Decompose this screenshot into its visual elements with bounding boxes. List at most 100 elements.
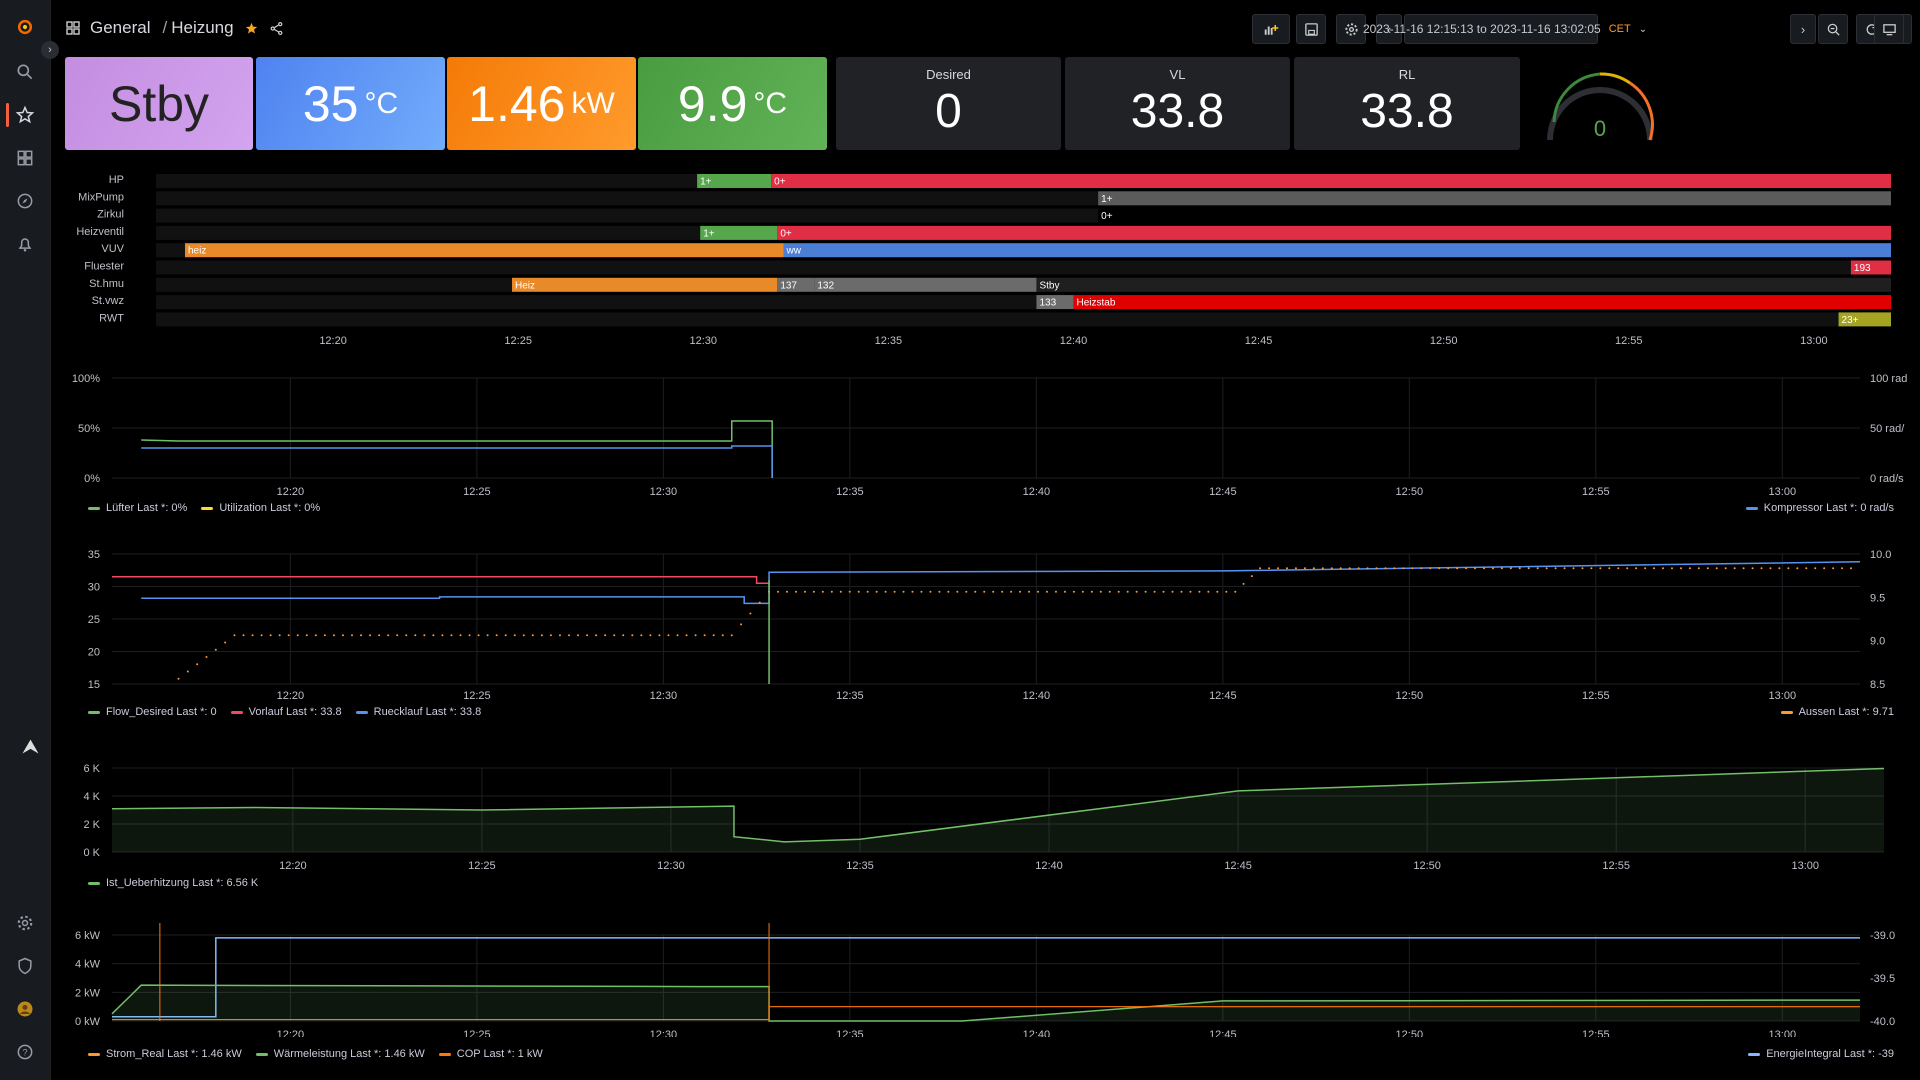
- stat-panel-desired[interactable]: Desired 0: [836, 57, 1061, 150]
- stat-panel-mode[interactable]: Stby: [65, 57, 253, 150]
- aussen-dot: [1635, 567, 1638, 570]
- y-tick-label: 6 kW: [75, 930, 101, 942]
- legend-item[interactable]: Flow_Desired Last *: 0: [88, 706, 217, 718]
- series-line-energieintegral: [112, 937, 1860, 1018]
- stat-panel-rl[interactable]: RL 33.8: [1294, 57, 1520, 150]
- temperature-chart[interactable]: 12:20 12:25 12:30 12:35 12:40 12:45 12:50 12:55…: [52, 536, 1920, 706]
- help-icon[interactable]: ?: [13, 1040, 37, 1064]
- superheat-chart[interactable]: 12:20 12:25 12:30 12:35 12:40 12:45 12:50 12:55…: [52, 752, 1920, 872]
- legend-item[interactable]: EnergieIntegral Last *: -39: [1748, 1048, 1894, 1060]
- legend-item[interactable]: Ruecklauf Last *: 33.8: [355, 706, 481, 718]
- y2-tick-label: 0 rad/s: [1870, 473, 1904, 485]
- legend-item[interactable]: COP Last *: 1 kW: [438, 1048, 543, 1060]
- timeline-segment[interactable]: [1098, 191, 1891, 206]
- timeline-segment[interactable]: [777, 277, 815, 292]
- aussen-dot: [667, 634, 670, 637]
- aussen-dot: [1054, 590, 1057, 593]
- share-icon[interactable]: [269, 21, 284, 36]
- timeline-segment[interactable]: [1036, 277, 1891, 292]
- timeline-segment[interactable]: [700, 225, 778, 240]
- time-range-picker[interactable]: 2023-11-16 12:15:13 to 2023-11-16 13:02:…: [1363, 14, 1647, 44]
- x-tick-label: 12:50: [1396, 486, 1424, 498]
- zoom-out-button[interactable]: [1818, 14, 1848, 44]
- aussen-dot: [1019, 590, 1022, 593]
- legend-item[interactable]: Utilization Last *: 0%: [201, 502, 320, 514]
- breadcrumb-dashboard[interactable]: Heizung: [171, 18, 234, 37]
- timeline-segment[interactable]: [512, 277, 778, 292]
- explore-icon[interactable]: [13, 189, 37, 213]
- aussen-dot: [1411, 567, 1414, 570]
- timeline-segment-label: 193: [1854, 263, 1871, 274]
- legend-item[interactable]: Ist_Ueberhitzung Last *: 6.56 K: [88, 877, 258, 889]
- dashboards-icon[interactable]: [13, 146, 37, 170]
- timeline-segment[interactable]: [1036, 295, 1074, 310]
- aussen-dot: [1250, 575, 1253, 578]
- timeline-segment[interactable]: [1838, 312, 1891, 327]
- aussen-dot: [549, 634, 552, 637]
- grafana-logo-icon[interactable]: [13, 15, 37, 39]
- x-tick-label: 12:35: [846, 860, 874, 872]
- timeline-segment[interactable]: [783, 243, 1891, 258]
- legend-item[interactable]: Lüfter Last *: 0%: [88, 502, 187, 514]
- timeline-segment[interactable]: [1098, 208, 1891, 223]
- time-shift-forward-button[interactable]: ›: [1790, 14, 1816, 44]
- monitor-icon: [1882, 23, 1896, 35]
- stat-panel-power[interactable]: 1.46 kW: [447, 57, 636, 150]
- settings-gear-icon[interactable]: [13, 911, 37, 935]
- aussen-dot: [233, 634, 236, 637]
- y2-tick-label: 8.5: [1870, 679, 1885, 691]
- x-tick-label: 12:35: [836, 486, 864, 498]
- legend-swatch: [255, 1052, 268, 1056]
- timeline-segment[interactable]: [184, 243, 784, 258]
- user-avatar-icon[interactable]: [13, 997, 37, 1021]
- save-dashboard-button[interactable]: [1296, 14, 1326, 44]
- state-timeline-panel[interactable]: HP MixPump Zirkul Heizventil VUV Fluester St.h…: [52, 168, 1920, 348]
- legend-item[interactable]: Aussen Last *: 9.71: [1780, 706, 1894, 718]
- timeline-segment[interactable]: [1073, 295, 1891, 310]
- aussen-dot: [341, 634, 344, 637]
- aussen-dot: [224, 641, 227, 644]
- aussen-dot: [730, 634, 733, 637]
- alerting-bell-icon[interactable]: [13, 232, 37, 256]
- aussen-dot: [351, 634, 354, 637]
- breadcrumb-folder[interactable]: General: [90, 18, 151, 37]
- timeline-segment[interactable]: [814, 277, 1037, 292]
- x-tick-label: 13:00: [1800, 335, 1828, 347]
- add-panel-button[interactable]: [1252, 14, 1290, 44]
- chevron-right-icon: ›: [1800, 21, 1806, 37]
- aussen-dot: [1456, 567, 1459, 570]
- timeline-segment[interactable]: [777, 225, 1891, 240]
- series-line: [141, 420, 773, 478]
- chart-legend-right: EnergieIntegral Last *: -39: [1748, 1048, 1894, 1060]
- timeline-segment[interactable]: [1850, 260, 1891, 275]
- legend-item[interactable]: Wärmeleistung Last *: 1.46 kW: [255, 1048, 425, 1060]
- x-tick-label: 12:45: [1245, 335, 1273, 347]
- time-shift-back-button[interactable]: ‹: [1376, 14, 1402, 44]
- timeline-segment[interactable]: [697, 174, 772, 188]
- stat-panel-temperature[interactable]: 35 °C: [256, 57, 445, 150]
- legend-item[interactable]: Kompressor Last *: 0 rad/s: [1745, 502, 1894, 514]
- x-tick-label: 12:20: [277, 486, 305, 498]
- stat-panel-vl[interactable]: VL 33.8: [1065, 57, 1290, 150]
- tv-mode-button[interactable]: [1874, 14, 1904, 44]
- aussen-dot: [278, 634, 281, 637]
- legend-item[interactable]: Vorlauf Last *: 33.8: [230, 706, 342, 718]
- power-chart[interactable]: 12:20 12:25 12:30 12:35 12:40 12:45 12:50 12:55…: [52, 917, 1920, 1037]
- search-icon[interactable]: [13, 60, 37, 84]
- dashboard-settings-button[interactable]: [1336, 14, 1366, 44]
- series-line-vorlauf: [112, 576, 770, 584]
- x-tick-label: 12:25: [463, 486, 491, 498]
- legend-label: Kompressor Last *: 0 rad/s: [1763, 502, 1894, 514]
- legend-label: Utilization Last *: 0%: [219, 502, 321, 514]
- stat-panel-outdoor-temp[interactable]: 9.9 °C: [638, 57, 827, 150]
- aussen-dot: [631, 634, 634, 637]
- fan-utilization-chart[interactable]: 12:20 12:25 12:30 12:35 12:40 12:45 12:50 12:55…: [52, 366, 1920, 500]
- favorite-star-icon[interactable]: [244, 21, 259, 36]
- legend-item[interactable]: Strom_Real Last *: 1.46 kW: [88, 1048, 242, 1060]
- gauge-panel[interactable]: 0: [1540, 60, 1660, 150]
- shield-icon[interactable]: [13, 954, 37, 978]
- aussen-dot: [1242, 582, 1245, 585]
- starred-icon[interactable]: [13, 103, 37, 127]
- timeline-segment[interactable]: [771, 174, 1891, 188]
- expand-menu-chevron-icon[interactable]: ›: [41, 41, 59, 59]
